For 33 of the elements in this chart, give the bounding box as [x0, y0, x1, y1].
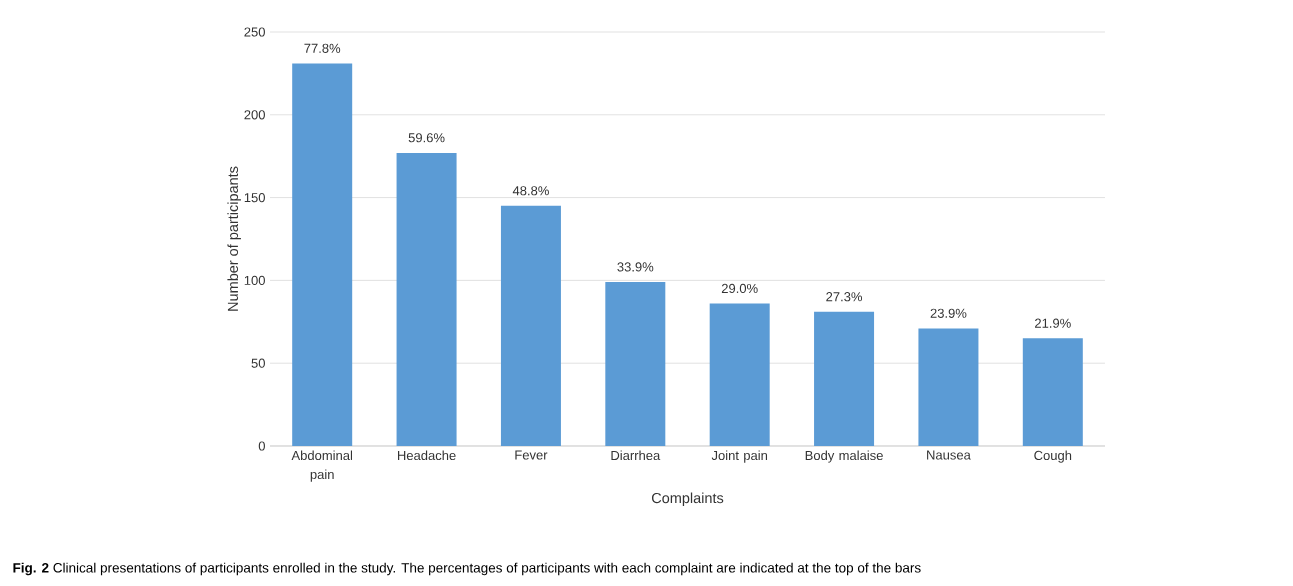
- annotation: 21.9%: [1035, 318, 1071, 328]
- bar: [500, 205, 561, 446]
- bar: [396, 152, 457, 446]
- x-tick-label: Fever: [515, 450, 548, 460]
- annotation: 59.6%: [408, 133, 445, 143]
- y-tick-label: 250: [244, 27, 265, 37]
- bar: [292, 63, 353, 446]
- annotation: 27.3%: [826, 292, 863, 302]
- x-tick-label: Joint pain: [711, 450, 768, 463]
- x-tick-label: Abdominal pain: [291, 450, 353, 482]
- bar: [814, 311, 875, 446]
- y-tick-label: 100: [244, 275, 265, 285]
- annotation: 29.0%: [721, 283, 758, 294]
- x-tick-label: Nausea: [927, 450, 971, 460]
- annotation: 77.8%: [304, 43, 341, 53]
- x-tick-label: Headache: [398, 450, 456, 461]
- bar: [709, 303, 770, 446]
- y-tick-label: 50: [251, 358, 265, 368]
- text: Fig. 2 Clinical presentations of participants enrolled in the study. The percentages of participants with each complaint are indicated at the top of the bars: [13, 562, 921, 576]
- x-tick-label: Diarrhea: [611, 450, 661, 461]
- y-tick-label: 200: [244, 110, 265, 120]
- y-tick-label: 0: [258, 441, 265, 451]
- y-axis-title: Number of participants: [227, 166, 241, 311]
- annotation: 48.8%: [512, 186, 549, 196]
- annotation: 23.9%: [930, 308, 967, 318]
- bar: [605, 282, 666, 446]
- x-axis-title: Complaints: [651, 492, 724, 507]
- x-tick-label: Cough: [1034, 450, 1072, 463]
- y-tick-label: 150: [244, 192, 265, 203]
- bar: [918, 328, 979, 446]
- x-tick-label: Body malaise: [805, 450, 883, 463]
- annotation: 33.9%: [617, 262, 654, 272]
- bar: [1022, 338, 1083, 446]
